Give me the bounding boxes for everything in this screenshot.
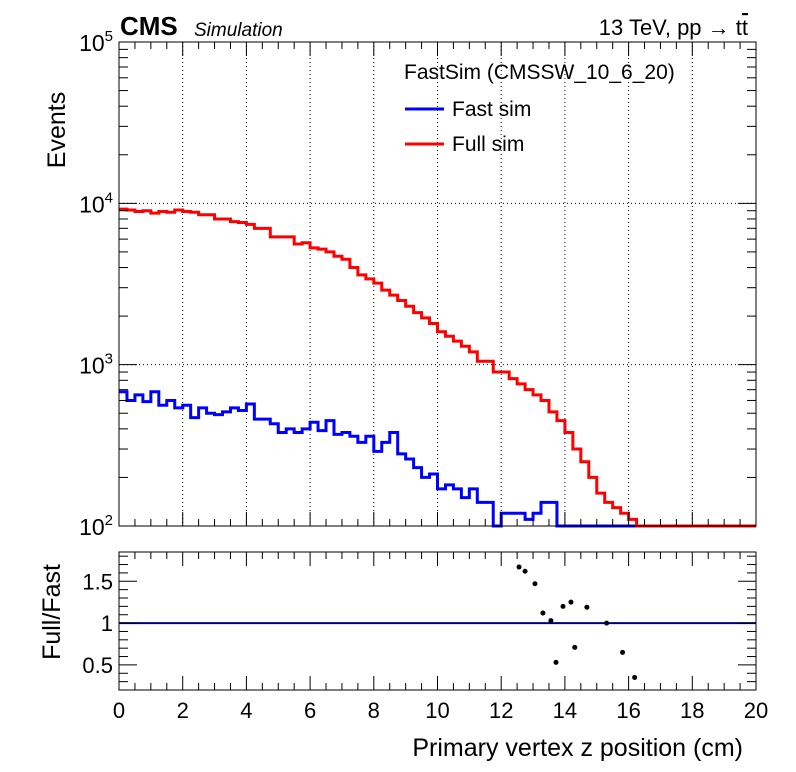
ratio-point — [553, 659, 559, 665]
top-panel-ticks — [118, 42, 757, 527]
ratio-point — [632, 674, 638, 680]
ratio-point — [560, 603, 566, 609]
bottom-y-axis-label: Full/Fast — [38, 564, 66, 660]
y-tick-label-exponent: 5 — [105, 28, 113, 45]
energy-label-tbar: t — [742, 15, 748, 40]
x-tick-label: 16 — [616, 698, 640, 723]
x-tick-label: 18 — [680, 698, 704, 723]
y-tick-label-exponent: 3 — [105, 351, 113, 368]
legend-entry-fast-sim: Fast sim — [452, 98, 531, 121]
ratio-point — [572, 644, 578, 650]
x-tick-labels: 0 2 4 6 8 10 12 14 16 18 20 — [113, 698, 768, 723]
legend-title: FastSim (CMSSW_10_6_20) — [404, 61, 675, 84]
ratio-point — [548, 618, 554, 624]
y-tick-label: 1 — [101, 611, 113, 636]
y-tick-label-exponent: 2 — [105, 512, 113, 529]
simulation-label: Simulation — [194, 20, 283, 41]
y-tick-label: 103 — [79, 351, 113, 379]
x-tick-label: 6 — [304, 698, 316, 723]
y-tick-label: 0.5 — [82, 653, 113, 678]
x-tick-label: 10 — [425, 698, 449, 723]
y-tick-label-exponent: 4 — [105, 189, 113, 206]
energy-label-main: 13 TeV, pp → t — [599, 15, 742, 40]
top-y-axis-label: Events — [43, 92, 71, 168]
x-tick-label: 14 — [553, 698, 577, 723]
x-tick-label: 8 — [368, 698, 380, 723]
y-tick-label-base: 10 — [79, 191, 105, 217]
x-tick-label: 2 — [177, 698, 189, 723]
ratio-point — [604, 620, 610, 626]
ratio-point — [540, 610, 546, 616]
ratio-point — [522, 568, 528, 574]
ratio-point — [516, 564, 522, 570]
bottom-panel-frame — [118, 551, 757, 691]
x-tick-label: 4 — [240, 698, 252, 723]
y-tick-label: 105 — [79, 28, 113, 56]
y-tick-label-base: 10 — [79, 353, 105, 379]
ratio-points — [516, 564, 638, 680]
top-panel-grid — [119, 42, 756, 526]
histogram-full-sim — [119, 207, 756, 528]
energy-label: 13 TeV, pp → tt — [599, 15, 748, 40]
ratio-point — [568, 599, 574, 605]
x-tick-label: 0 — [113, 698, 125, 723]
y-tick-label: 102 — [79, 512, 113, 540]
ratio-point — [532, 581, 538, 587]
x-axis-label: Primary vertex z position (cm) — [412, 734, 743, 762]
bottom-panel-ticks — [118, 552, 757, 690]
ratio-point — [584, 604, 590, 610]
legend: FastSim (CMSSW_10_6_20) Fast sim Full si… — [404, 61, 675, 156]
y-tick-label: 1.5 — [82, 569, 113, 594]
y-tick-label: 104 — [79, 189, 113, 217]
y-tick-label-base: 10 — [79, 514, 105, 540]
cms-label: CMS — [120, 11, 178, 41]
ratio-point — [620, 649, 626, 655]
top-panel-histograms — [119, 207, 756, 528]
bottom-panel-y-tick-labels: 0.5 1 1.5 — [82, 569, 113, 678]
legend-entry-full-sim: Full sim — [452, 133, 524, 156]
x-tick-label: 20 — [744, 698, 768, 723]
x-tick-label: 12 — [489, 698, 513, 723]
y-tick-label-base: 10 — [79, 30, 105, 56]
